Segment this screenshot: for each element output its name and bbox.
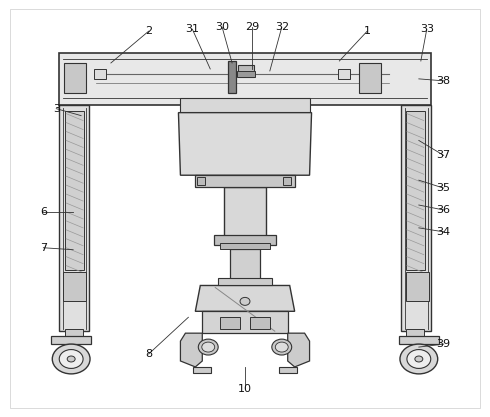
Text: 6: 6 [40,207,47,217]
Bar [65,329,83,337]
Polygon shape [196,286,294,311]
Bar [59,53,431,105]
Bar [406,271,429,301]
Bar [220,317,240,329]
Ellipse shape [202,342,215,352]
Bar [230,249,260,281]
Text: 38: 38 [437,76,451,86]
Bar [59,105,89,331]
Bar [250,317,270,329]
Bar [406,329,424,337]
Bar [202,311,288,333]
Bar [63,271,86,301]
Bar [339,69,350,79]
Text: 31: 31 [185,24,199,34]
Ellipse shape [240,297,250,305]
Ellipse shape [400,344,438,374]
Text: 7: 7 [40,243,47,253]
Bar [180,98,310,113]
Text: 36: 36 [437,205,451,215]
Bar [65,111,84,269]
Text: 3: 3 [53,104,60,114]
Bar [94,69,106,79]
Ellipse shape [59,349,83,369]
Text: 29: 29 [245,22,259,32]
Bar [218,278,272,286]
Ellipse shape [275,342,288,352]
Text: 34: 34 [437,227,451,237]
Bar [51,336,91,344]
Bar [224,187,266,237]
Bar [283,177,291,185]
Text: 37: 37 [437,151,451,161]
Bar [64,63,86,93]
Polygon shape [180,333,202,367]
Text: 30: 30 [215,22,229,32]
Bar [196,175,294,187]
Ellipse shape [415,356,423,362]
Text: 10: 10 [238,384,252,394]
Text: 32: 32 [275,22,289,32]
Bar [197,177,205,185]
Text: 1: 1 [364,26,370,36]
Ellipse shape [52,344,90,374]
Text: 35: 35 [437,183,451,193]
Bar [194,367,211,373]
Text: 2: 2 [145,26,152,36]
Bar [359,63,381,93]
Text: 33: 33 [420,24,434,34]
Text: 39: 39 [437,339,451,349]
Bar [279,367,296,373]
Bar [401,105,431,331]
Polygon shape [178,113,312,175]
Bar [214,235,276,245]
Bar [406,111,425,269]
Bar [238,65,254,77]
Ellipse shape [67,356,75,362]
Ellipse shape [198,339,218,355]
Bar [399,336,439,344]
Ellipse shape [407,349,431,369]
Bar [228,61,236,93]
Polygon shape [288,333,310,367]
Text: 8: 8 [145,349,152,359]
Bar [220,243,270,249]
Ellipse shape [272,339,292,355]
Bar [237,71,255,77]
